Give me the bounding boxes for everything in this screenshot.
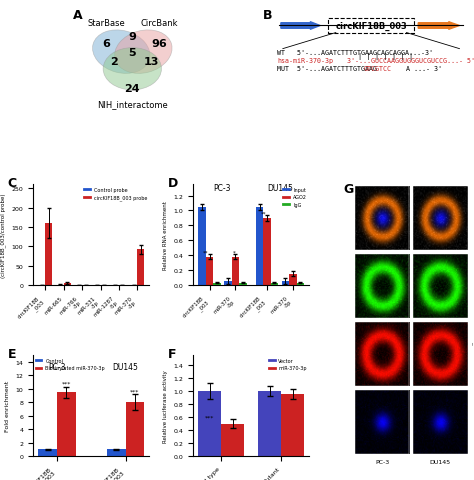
Text: DAPI: DAPI: [472, 416, 474, 429]
Bar: [126, 402, 144, 456]
Bar: [355, 255, 410, 318]
Bar: [57, 393, 76, 456]
Bar: [213, 283, 221, 286]
Text: 96: 96: [152, 38, 167, 48]
Text: DU145: DU145: [113, 362, 138, 371]
Text: B: B: [263, 10, 273, 23]
Bar: [413, 187, 467, 251]
Y-axis label: Fold enrichment: Fold enrichment: [5, 380, 10, 432]
Text: ***: ***: [205, 414, 214, 420]
Bar: [38, 449, 57, 456]
Bar: [263, 218, 271, 286]
Bar: [355, 323, 410, 386]
Text: NIH_interactome: NIH_interactome: [97, 100, 168, 109]
Text: 3'-...GUCCAAGGUGGGUCGUCCG...- 5': 3'-...GUCCAAGGUGGGUCGUCCG...- 5': [343, 58, 474, 63]
Legend: Vector, miR-370-3p: Vector, miR-370-3p: [269, 358, 307, 371]
Bar: [137, 250, 144, 286]
Bar: [239, 283, 246, 286]
Legend: Control probe, circKIF18B_003 probe: Control probe, circKIF18B_003 probe: [84, 188, 147, 201]
Ellipse shape: [92, 31, 150, 74]
Text: CircBank: CircBank: [141, 20, 178, 28]
Text: *: *: [233, 250, 236, 255]
Text: A: A: [73, 10, 82, 23]
Bar: [256, 207, 263, 286]
Text: 24: 24: [125, 84, 140, 94]
Text: PC-3: PC-3: [375, 459, 389, 464]
Text: PC-3: PC-3: [48, 362, 66, 371]
Bar: [221, 424, 244, 456]
Ellipse shape: [115, 31, 172, 74]
Bar: [107, 449, 126, 456]
Bar: [413, 323, 467, 386]
Bar: [413, 255, 467, 318]
Bar: [282, 282, 289, 286]
FancyArrow shape: [281, 23, 320, 30]
Text: A ...- 3': A ...- 3': [407, 66, 442, 72]
Y-axis label: Relative RNA enrichment: Relative RNA enrichment: [163, 201, 168, 270]
Text: circKIF18B
_003: circKIF18B _003: [472, 340, 474, 369]
Text: WT   5'-...AGATCTTTGTGAAGCAGCAGGA...-3': WT 5'-...AGATCTTTGTGAAGCAGCAGGA...-3': [277, 49, 433, 56]
FancyArrow shape: [418, 23, 459, 30]
Text: StarBase: StarBase: [87, 20, 125, 28]
Bar: [281, 395, 304, 456]
Bar: [198, 391, 221, 456]
Legend: Control, Biotinylated miR-370-3p: Control, Biotinylated miR-370-3p: [36, 358, 105, 371]
Y-axis label: Relative RNA levels
(circKIF18B_003/control probe): Relative RNA levels (circKIF18B_003/cont…: [0, 193, 6, 277]
Text: 5: 5: [128, 48, 136, 58]
Bar: [224, 282, 232, 286]
Y-axis label: Relative luciferase activity: Relative luciferase activity: [163, 370, 168, 442]
Text: DU145: DU145: [267, 184, 293, 193]
Legend: Input, AGO2, IgG: Input, AGO2, IgG: [283, 188, 307, 207]
Text: GTCGTCC: GTCGTCC: [363, 66, 392, 72]
Text: **: **: [203, 250, 209, 255]
Text: circKIF18B_003: circKIF18B_003: [335, 22, 407, 31]
Text: ***: ***: [62, 381, 71, 385]
Text: 9: 9: [128, 32, 136, 41]
Text: ***: ***: [130, 388, 139, 394]
Bar: [289, 274, 297, 286]
Text: PC-3: PC-3: [214, 184, 231, 193]
Bar: [232, 257, 239, 286]
Text: D: D: [167, 177, 178, 190]
Ellipse shape: [103, 48, 162, 91]
Bar: [258, 391, 281, 456]
Bar: [206, 257, 213, 286]
Text: 6: 6: [102, 38, 110, 48]
Text: Merge: Merge: [472, 210, 474, 228]
Text: DU145: DU145: [429, 459, 451, 464]
FancyBboxPatch shape: [328, 19, 414, 34]
Bar: [64, 284, 71, 286]
Bar: [355, 390, 410, 454]
Bar: [46, 224, 53, 286]
Bar: [297, 283, 304, 286]
Bar: [413, 390, 467, 454]
Bar: [198, 207, 206, 286]
Text: 13: 13: [144, 57, 159, 67]
Text: F: F: [167, 348, 176, 360]
Text: **: **: [261, 211, 266, 216]
Bar: [355, 187, 410, 251]
Text: C: C: [8, 177, 17, 190]
Text: E: E: [8, 348, 16, 360]
Text: miR-370-3p: miR-370-3p: [472, 271, 474, 302]
Text: hsa-miR-370-3p: hsa-miR-370-3p: [277, 58, 333, 63]
Text: | | | | | | |: | | | | | | |: [358, 53, 414, 60]
Text: G: G: [344, 182, 354, 195]
Text: MUT  5'-...AGATCTTTGTGAAG: MUT 5'-...AGATCTTTGTGAAG: [277, 66, 377, 72]
Bar: [271, 283, 278, 286]
Text: 2: 2: [110, 57, 118, 67]
